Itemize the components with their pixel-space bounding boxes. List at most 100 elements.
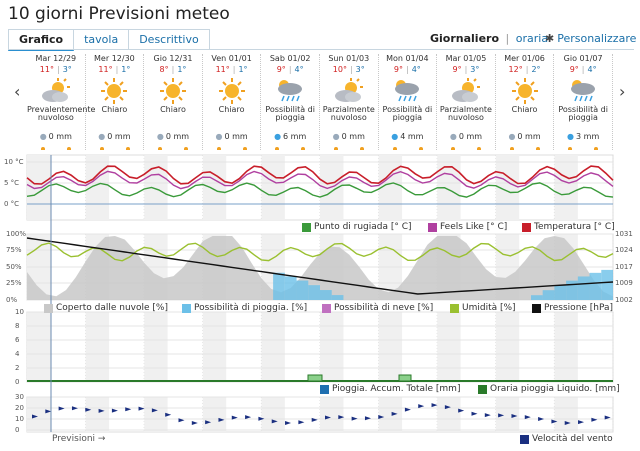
day-column[interactable]: Mar 12/29 11° | 3° Prevalentemente nuvolos… — [27, 54, 96, 150]
raindrop-icon: ● — [156, 132, 164, 141]
precip-amount: 0 mm — [458, 132, 483, 141]
day-condition: Chiaro — [160, 105, 186, 114]
raindrop-icon: ● — [449, 132, 457, 141]
pressure-axis-tick: 1031 — [615, 230, 633, 238]
wind-arrow-icon — [271, 419, 278, 424]
precip-amount: 0 mm — [107, 132, 131, 141]
customize-link[interactable]: ✱ Personalizzare — [545, 32, 636, 45]
wind-arrow-icon — [138, 406, 145, 411]
legend-swatch — [532, 303, 541, 313]
legend-label: Feels Like [° C] — [440, 222, 508, 232]
tab-divider — [8, 49, 634, 50]
wind-arrow-icon — [471, 411, 478, 416]
legend-label: Punto di rugiada [° C] — [314, 222, 412, 232]
legend-swatch — [322, 303, 331, 313]
wind-chart-night-band — [144, 397, 168, 432]
sunrise-icon — [509, 147, 514, 150]
day-temps: 9° | 4° — [276, 65, 304, 74]
day-temps: 11° | 3° — [39, 65, 72, 74]
mode-hourly-link[interactable]: oraria — [515, 32, 549, 45]
rain-chance-bar — [589, 272, 602, 300]
wind-axis-tick: 0 — [15, 426, 20, 434]
page-title: 10 giorni Previsioni meteo — [8, 4, 230, 24]
day-column[interactable]: Gio 12/31 8° | 1° Chiaro ● 0 mm — [144, 54, 203, 150]
legend-label: Oraria pioggia Liquido. [mm] — [490, 384, 620, 394]
day-temps: 10° | 3° — [332, 65, 365, 74]
rain-cloud-icon — [261, 76, 319, 106]
sunrise-icon — [333, 147, 338, 150]
pressure-axis-tick: 1002 — [615, 296, 633, 304]
wind-arrow-icon — [564, 420, 571, 425]
day-column[interactable]: Sun 01/03 10° | 3° Parzialmente nuvoloso ●… — [320, 54, 379, 150]
sunset-icon — [418, 147, 423, 150]
sunrise-icon — [41, 147, 45, 150]
day-condition: Prevalentemente nuvoloso — [27, 105, 96, 122]
day-condition: Parzialmente nuvoloso — [322, 105, 375, 122]
precip-amount: 4 mm — [400, 132, 424, 141]
raindrop-icon: ● — [332, 132, 340, 141]
temp-min: 3° — [355, 65, 365, 74]
pct-axis-tick: 100% — [6, 230, 27, 238]
precip-amount: 0 mm — [517, 132, 541, 141]
prev-arrow-icon[interactable]: ‹ — [14, 82, 21, 101]
wind-arrow-icon — [125, 407, 132, 412]
mode-daily[interactable]: Giornaliero — [430, 32, 500, 45]
wind-chart-night-band — [320, 397, 344, 432]
day-column[interactable]: Sab 01/02 9° | 4° Possibilità di pioggia ●… — [261, 54, 320, 150]
next-arrow-icon[interactable]: › — [619, 82, 626, 101]
day-precip: ● 0 mm — [496, 132, 554, 142]
temp-max: 9° — [452, 65, 462, 74]
wind-arrow-icon — [191, 420, 198, 425]
temp-min: 2° — [531, 65, 541, 74]
day-condition: Possibilità di pioggia — [558, 105, 608, 122]
precip-amount: 0 mm — [165, 132, 190, 141]
rain-axis-tick: 2 — [15, 364, 20, 372]
day-precip: ● 3 mm — [554, 132, 612, 142]
wind-arrow-icon — [298, 420, 305, 425]
day-column[interactable]: Ven 01/01 11° | 1° Chiaro ● 0 mm — [203, 54, 262, 150]
wind-chart-night-band — [27, 397, 51, 432]
day-column[interactable]: Mer 01/06 12° | 2° Chiaro ● 0 mm — [496, 54, 555, 150]
precip-amount: 3 mm — [576, 132, 600, 141]
wind-arrow-icon — [245, 415, 252, 420]
raindrop-icon: ● — [274, 132, 282, 141]
day-condition: Chiaro — [511, 105, 538, 114]
sunrise-icon — [275, 147, 280, 150]
legend-label: Coperto dalle nuvole [%] — [56, 303, 168, 313]
tab-tavola[interactable]: tavola — [73, 29, 130, 50]
rain-chance-bar — [284, 276, 297, 300]
wind-arrow-icon — [484, 413, 491, 418]
day-precip: ● 0 mm — [144, 132, 202, 142]
day-temps: 11° | 1° — [98, 65, 131, 74]
rain-chance-bar — [601, 269, 613, 300]
day-condition: Possibilità di pioggia — [382, 105, 433, 122]
wind-arrow-icon — [444, 405, 451, 410]
wind-chart-night-band — [437, 397, 461, 432]
day-precip: ● 0 mm — [320, 132, 378, 142]
legend-label: Pressione [hPa] — [544, 303, 614, 313]
wind-chart-night-band — [202, 397, 227, 432]
day-temps: 9° | 4° — [569, 65, 597, 74]
day-name: Gio 12/31 — [153, 54, 193, 63]
day-column[interactable]: Mon 01/04 9° | 4° Possibilità di pioggia ●… — [379, 54, 438, 150]
precip-amount: 0 mm — [341, 132, 365, 141]
tab-descrittivo[interactable]: Descrittivo — [128, 29, 210, 50]
raindrop-icon: ● — [39, 132, 47, 141]
wind-arrow-icon — [165, 412, 172, 417]
day-column[interactable]: Mer 12/30 11° | 1° Chiaro ● 0 mm — [86, 54, 145, 150]
day-precip: ● 0 mm — [27, 132, 85, 142]
day-condition: Possibilità di pioggia — [265, 105, 315, 122]
day-name: Mer 01/06 — [504, 54, 545, 63]
rain-chart-night-band — [378, 312, 403, 382]
tab-grafico[interactable]: Grafico — [8, 29, 75, 51]
day-column[interactable]: Gio 01/07 9° | 4° Possibilità di pioggia ●… — [554, 54, 613, 150]
temp-max: 8° — [159, 65, 169, 74]
legend-label: Temperatura [° C] — [534, 222, 615, 232]
day-column[interactable]: Mar 01/05 9° | 3° Parzialmente nuvoloso ● 0… — [437, 54, 496, 150]
day-temps: 9° | 4° — [393, 65, 421, 74]
day-name: Gio 01/07 — [563, 54, 603, 63]
wind-arrow-icon — [151, 408, 158, 413]
temperature-line — [26, 165, 614, 185]
raindrop-icon: ● — [567, 132, 575, 141]
